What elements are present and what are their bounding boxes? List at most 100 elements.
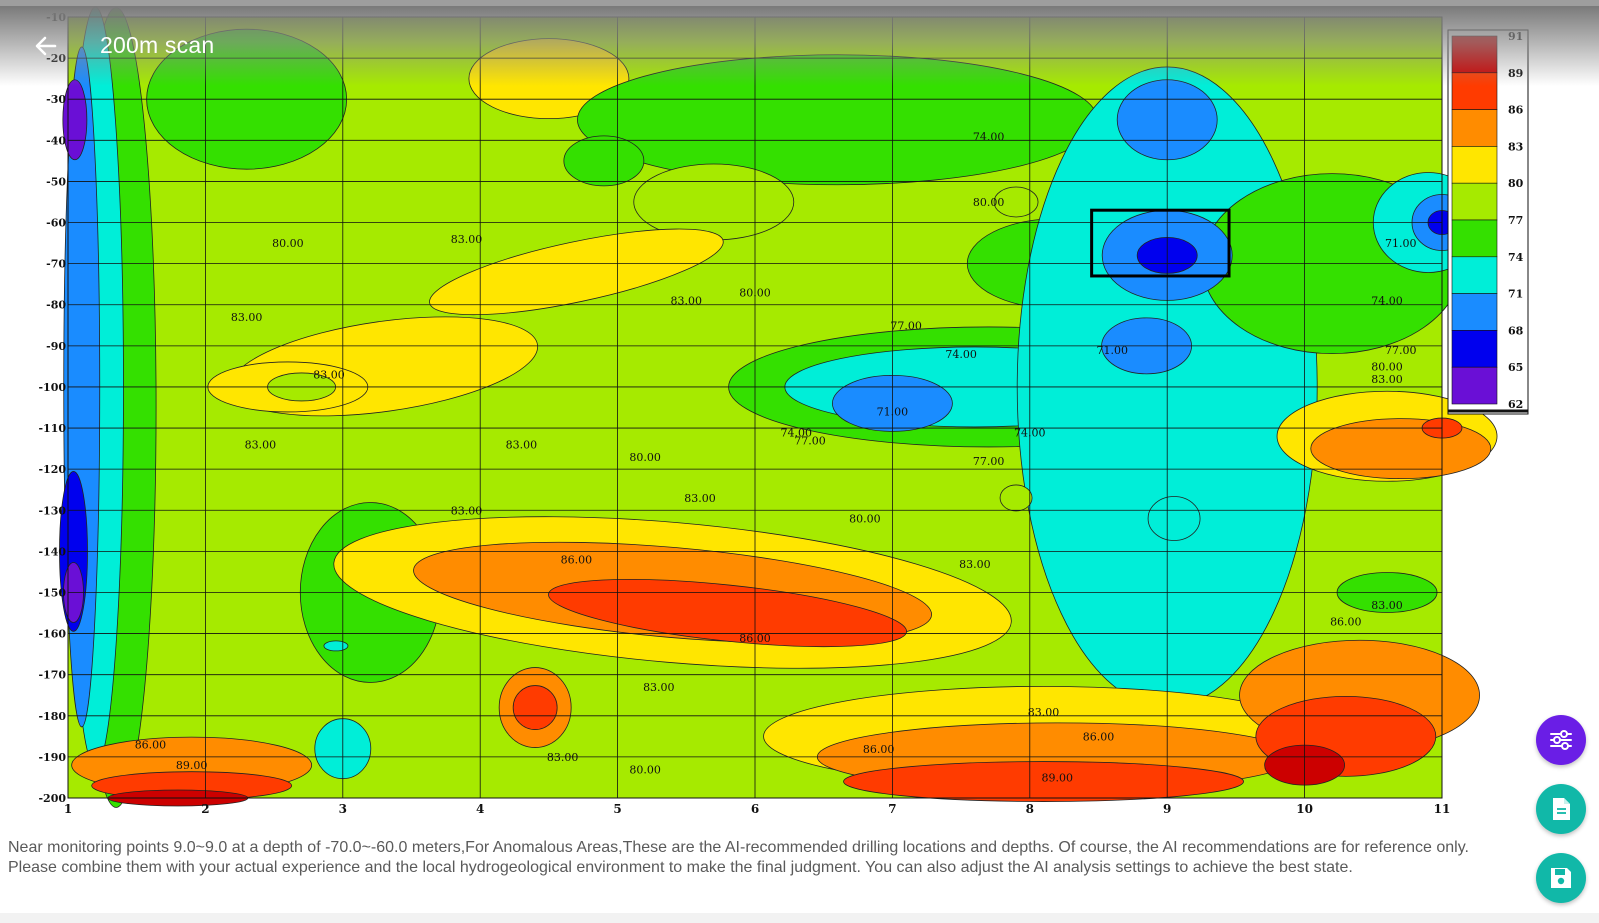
status-strip	[0, 0, 1599, 6]
x-tick-label: 6	[751, 802, 759, 816]
page-title: 200m scan	[100, 32, 215, 58]
nav-strip	[0, 913, 1599, 923]
contour-label: 74.00	[945, 348, 977, 361]
contour-label: 80.00	[973, 196, 1005, 209]
contour-label: 83.00	[506, 439, 538, 452]
y-tick-label: -200	[38, 792, 66, 805]
y-tick-label: -180	[38, 710, 66, 723]
y-tick-label: -40	[46, 134, 66, 147]
x-tick-label: 11	[1434, 802, 1451, 816]
x-tick-label: 8	[1026, 802, 1034, 816]
contour-label: 71.00	[877, 406, 909, 419]
colorbar-label: 65	[1508, 361, 1523, 374]
contour-label: 83.00	[245, 439, 277, 452]
y-tick-label: -80	[46, 299, 66, 312]
contour-region	[563, 135, 645, 187]
contour-region	[993, 186, 1039, 218]
colorbar-swatch	[1451, 256, 1498, 294]
contour-label: 74.00	[973, 130, 1005, 143]
arrow-left-icon	[35, 36, 57, 56]
ai-recommendation-text: Near monitoring points 9.0~9.0 at a dept…	[8, 839, 1469, 876]
contour-region	[429, 228, 724, 316]
contour-label: 71.00	[1385, 237, 1417, 250]
colorbar-label: 74	[1508, 251, 1524, 264]
contour-label: 74.00	[1371, 295, 1403, 308]
contour-label: 83.00	[1371, 373, 1403, 386]
contour-region	[548, 579, 907, 648]
colorbar-label: 83	[1508, 140, 1523, 153]
x-tick-label: 5	[613, 802, 621, 816]
app-header	[0, 6, 1599, 86]
contour-region	[999, 484, 1033, 512]
contour-region	[1310, 418, 1492, 480]
contour-label: 83.00	[1028, 706, 1060, 719]
y-tick-label: -70	[46, 258, 66, 271]
contour-label: 77.00	[1385, 344, 1417, 357]
contour-label: 83.00	[451, 233, 483, 246]
contour-region	[843, 761, 1244, 802]
x-tick-label: 10	[1296, 802, 1313, 816]
colorbar-label: 80	[1508, 177, 1524, 190]
y-tick-label: -170	[38, 669, 66, 682]
x-tick-label: 9	[1163, 802, 1171, 816]
contour-region	[323, 640, 349, 652]
contour-label: 89.00	[176, 759, 208, 772]
contour-label: 86.00	[135, 739, 167, 752]
contour-label: 86.00	[1330, 615, 1362, 628]
save-button[interactable]	[1536, 853, 1586, 903]
contour-label: 83.00	[313, 369, 345, 382]
contour-region	[633, 163, 795, 241]
x-tick-label: 1	[64, 802, 72, 816]
colorbar-swatch	[1451, 146, 1498, 184]
x-tick-label: 3	[339, 802, 347, 816]
y-tick-label: -120	[38, 463, 66, 476]
colorbar-label: 86	[1508, 104, 1524, 117]
contour-label: 89.00	[1042, 772, 1074, 785]
contour-label: 86.00	[739, 632, 771, 645]
colorbar-swatch	[1451, 109, 1498, 147]
y-tick-label: -190	[38, 751, 66, 764]
floppy-disk-icon	[1551, 868, 1571, 888]
y-tick-label: -30	[46, 93, 66, 106]
contour-label: 83.00	[1371, 599, 1403, 612]
ai-settings-button[interactable]	[1536, 715, 1586, 765]
x-tick-label: 2	[201, 802, 209, 816]
y-tick-label: -140	[38, 545, 66, 558]
sliders-icon	[1550, 730, 1572, 750]
colorbar-swatch	[1451, 182, 1498, 221]
contour-label: 83.00	[643, 681, 675, 694]
y-tick-label: -150	[38, 586, 66, 599]
contour-label: 83.00	[684, 492, 716, 505]
anomaly-highlight-box	[1090, 208, 1231, 278]
report-button[interactable]	[1536, 784, 1586, 834]
y-tick-label: -130	[38, 504, 66, 517]
colorbar-swatch	[1451, 219, 1498, 258]
document-icon	[1553, 798, 1570, 820]
contour-label: 83.00	[451, 504, 483, 517]
contour-label: 80.00	[739, 287, 771, 300]
colorbar-swatch	[1451, 330, 1498, 368]
colorbar-label: 71	[1508, 288, 1523, 301]
contour-label: 80.00	[629, 451, 661, 464]
contour-region	[62, 79, 88, 161]
contour-label: 74.00	[1014, 426, 1046, 439]
contour-label: 86.00	[863, 743, 895, 756]
y-tick-label: -160	[38, 628, 66, 641]
contour-label: 77.00	[973, 455, 1005, 468]
y-tick-label: -110	[38, 422, 66, 435]
contour-label: 74.00	[780, 426, 812, 439]
grid-lines	[67, 16, 1443, 799]
x-tick-label: 4	[476, 802, 484, 816]
contour-label: 83.00	[959, 558, 991, 571]
colorbar-label: 62	[1508, 398, 1523, 411]
contour-region	[512, 685, 558, 730]
contour-label: 80.00	[1371, 361, 1403, 374]
contour-label: 86.00	[561, 554, 593, 567]
contour-label: 77.00	[794, 434, 826, 447]
back-button[interactable]	[28, 28, 64, 64]
contour-label: 83.00	[547, 751, 579, 764]
contour-label: 80.00	[849, 513, 881, 526]
contour-region	[1147, 496, 1201, 541]
y-tick-label: -50	[46, 175, 66, 188]
